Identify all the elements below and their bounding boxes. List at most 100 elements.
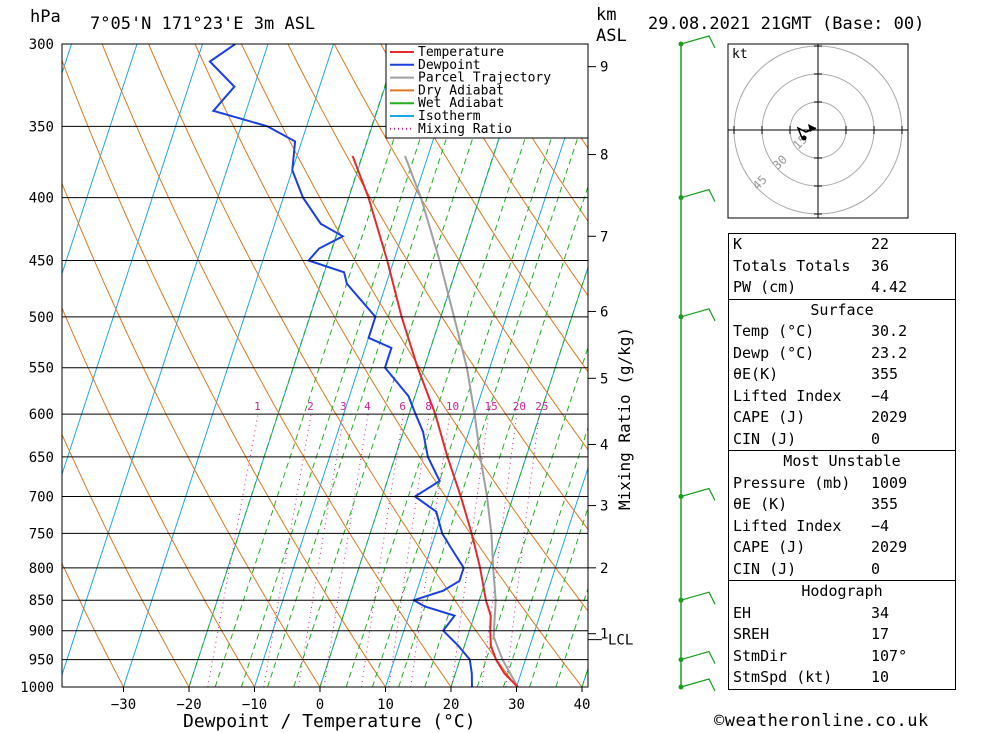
legend-label: Parcel Trajectory [418, 71, 551, 86]
index-row: Temp (°C) 30.2 [729, 321, 955, 343]
isotherm-line [254, 44, 465, 687]
wind-barb-staff [680, 308, 716, 322]
index-value: 0 [871, 429, 881, 448]
pressure-tick-label: 300 [29, 37, 54, 53]
index-value: 2029 [871, 538, 908, 556]
index-row: Lifted Index −4 [729, 386, 955, 408]
km-tick-label: 8 [600, 148, 608, 164]
index-label: StmDir [733, 646, 788, 665]
km-tick-label: 4 [600, 437, 608, 453]
index-label: CAPE (J) [733, 408, 806, 426]
dry-adiabat-line [101, 44, 452, 687]
index-label: StmSpd (kt) [733, 668, 833, 686]
mixing-ratio-line [263, 414, 312, 687]
index-label: EH [733, 603, 752, 622]
pressure-tick-label: 400 [29, 191, 54, 207]
pressure-tick-label: 850 [29, 593, 54, 609]
pressure-tick-label: 700 [29, 490, 54, 506]
pressure-tick-label: 550 [29, 361, 54, 377]
index-row: EH 34 [729, 603, 955, 625]
left-unit: hPa [30, 7, 61, 27]
index-value: 23.2 [871, 343, 908, 362]
index-row: K 22 [729, 234, 955, 256]
legend-label: Wet Adiabat [418, 96, 504, 111]
isotherm-line [0, 44, 6, 687]
axes: 3003504004505005506006507007508008509009… [20, 35, 716, 713]
isotherm-line [385, 65, 588, 687]
wet-adiabat-line [345, 44, 557, 687]
index-row: Totals Totals 36 [729, 256, 955, 278]
index-label: Lifted Index [733, 386, 842, 405]
isotherm-line [62, 44, 138, 276]
pressure-tick-label: 350 [29, 119, 54, 135]
station-location: 7°05'N 171°23'E 3m ASL [90, 14, 315, 34]
index-row: Lifted Index −4 [729, 516, 955, 538]
x-axis-label: Dewpoint / Temperature (°C) [183, 711, 476, 732]
credit: ©weatheronline.co.uk [714, 711, 929, 731]
most-unstable-section: Most Unstable Pressure (mb) 1009 θE (K) 355 L… [729, 450, 955, 580]
mixing-ratio-label: 3 [340, 400, 347, 413]
km-tick-label: 2 [600, 561, 608, 577]
isotherm-line [62, 44, 203, 476]
wet-adiabat-line [476, 345, 588, 687]
index-value: 10 [871, 668, 890, 686]
mixing-ratio-line [298, 414, 345, 687]
index-label: Temp (°C) [733, 322, 815, 340]
index-value: 355 [871, 365, 899, 383]
dry-adiabat-line [473, 44, 588, 222]
lcl-label: LCL [608, 633, 633, 649]
run-datetime: 29.08.2021 21GMT (Base: 00) [648, 14, 924, 34]
index-value: 0 [871, 559, 881, 578]
index-value: −4 [871, 386, 890, 405]
isotherm-line [516, 466, 588, 687]
wind-barb-staff [680, 487, 716, 501]
mixing-ratio-label: 10 [446, 400, 459, 413]
dry-adiabat-line [380, 44, 588, 373]
surface-section: Surface Temp (°C) 30.2 Dewp (°C) 23.2 θE(K) 35… [729, 298, 955, 451]
index-row: SREH 17 [729, 624, 955, 646]
wet-adiabat-line [240, 44, 452, 687]
wet-adiabat-line [529, 506, 588, 687]
index-row: StmSpd (kt) 10 [729, 667, 955, 689]
index-label: CIN (J) [733, 429, 797, 448]
index-row: θE (K) 355 [729, 494, 955, 516]
x-tick-label: 0 [316, 697, 324, 713]
index-value: 22 [871, 235, 890, 253]
legend-label: Dry Adiabat [418, 83, 504, 98]
km-tick-label: 5 [600, 371, 608, 387]
index-value: 1009 [871, 473, 908, 492]
hodograph-section: Hodograph EH 34 SREH 17 StmDir 107° StmSpd (kt)… [729, 580, 955, 689]
index-value: 17 [871, 625, 890, 643]
index-label: θE (K) [733, 495, 788, 513]
pressure-tick-label: 650 [29, 450, 54, 466]
pressure-tick-label: 900 [29, 624, 54, 640]
index-label: Lifted Index [733, 516, 842, 535]
wet-adiabat-line [398, 104, 588, 687]
index-row: CAPE (J) 2029 [729, 537, 955, 559]
index-label: Pressure (mb) [733, 473, 851, 492]
pressure-tick-label: 800 [29, 561, 54, 577]
wind-barb-staff [680, 591, 716, 605]
legend-label: Temperature [418, 45, 504, 60]
index-value: 36 [871, 256, 890, 275]
km-tick-label: 9 [600, 60, 608, 76]
x-tick-label: −30 [111, 697, 136, 713]
index-row: StmDir 107° [729, 646, 955, 668]
mixing-ratio-label: 15 [485, 400, 498, 413]
index-row: Dewp (°C) 23.2 [729, 343, 955, 365]
legend-label: Dewpoint [418, 58, 481, 73]
dry-adiabat-line [426, 44, 588, 297]
dewpoint-line [208, 44, 473, 687]
index-label: Totals Totals [733, 256, 851, 275]
index-value: 355 [871, 495, 899, 513]
right-unit-km: km [596, 5, 616, 25]
indices-panel: K 22 Totals Totals 36 PW (cm) 4.42 Surface Temp… [728, 233, 956, 690]
pressure-tick-label: 1000 [20, 680, 54, 696]
wind-barb-staff [680, 650, 716, 664]
dry-adiabat-line [333, 44, 588, 451]
index-row: CIN (J) 0 [729, 559, 955, 581]
km-tick-label: 6 [600, 304, 608, 320]
index-label: Dewp (°C) [733, 343, 815, 362]
